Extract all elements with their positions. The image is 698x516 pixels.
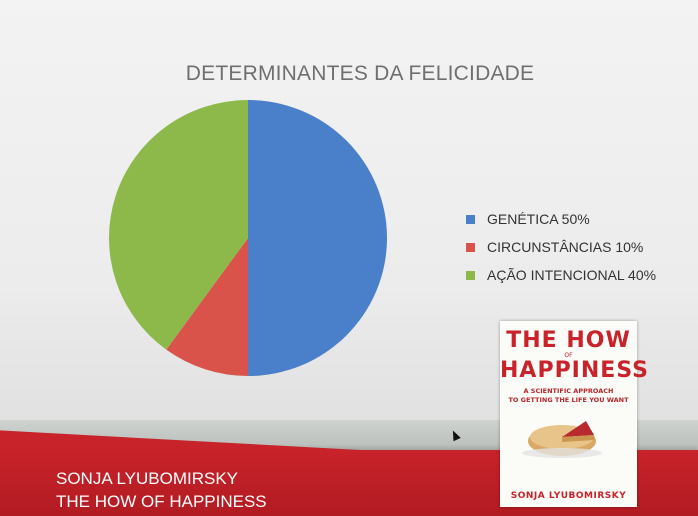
pie-illustration [522,421,602,458]
footer-author: SONJA LYUBOMIRSKY [56,469,239,488]
pie-slice-2 [108,100,248,350]
pie-slice-1 [166,238,248,376]
legend-item-circunstancias: CIRCUNSTÂNCIAS 10% [466,233,656,261]
legend-label: CIRCUNSTÂNCIAS 10% [487,239,644,255]
legend-label: GENÉTICA 50% [487,211,590,227]
book-author: SONJA LYUBOMIRSKY [510,491,627,501]
footer-book-title: THE HOW OF HAPPINESS [56,492,267,511]
book-title-line2: HAPPINESS [500,358,650,383]
legend-label: AÇÃO INTENCIONAL 40% [487,267,657,283]
pie-slice-0 [248,100,387,376]
book-title-of: OF [564,352,573,359]
legend-swatch [466,270,475,280]
legend-item-genetica: GENÉTICA 50% [466,205,656,233]
legend-swatch [466,242,475,252]
pie-chart [108,100,387,376]
legend-swatch [466,214,475,224]
book-subtitle-line2: TO GETTING THE LIFE YOU WANT [508,396,629,404]
legend-item-acao-intencional: AÇÃO INTENCIONAL 40% [466,261,656,289]
chart-legend: GENÉTICA 50% CIRCUNSTÂNCIAS 10% AÇÃO INT… [466,205,656,289]
book-title-line1: THE HOW [506,328,631,353]
book-cover: THE HOW OF HAPPINESS A SCIENTIFIC APPROA… [500,321,650,507]
chart-title: DETERMINANTES DA FELICIDADE [185,62,535,85]
book-subtitle-line1: A SCIENTIFIC APPROACH [523,387,614,395]
